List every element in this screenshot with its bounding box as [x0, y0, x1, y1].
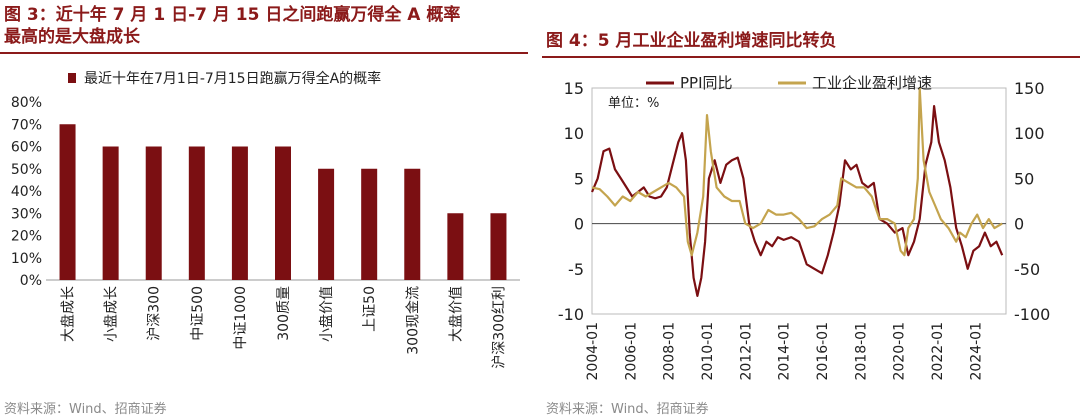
bar [231, 146, 248, 280]
x-tick-label: 2016-01 [815, 322, 831, 381]
y-left-tick-label: 15 [564, 79, 584, 98]
x-tick-label: 2022-01 [930, 322, 946, 381]
y-right-tick-label: 150 [1014, 79, 1045, 98]
plot-frame [591, 87, 1007, 315]
legend-swatch [68, 73, 76, 83]
x-tick-label: 沪深300 [147, 286, 163, 341]
x-tick-label: 大盘成长 [60, 286, 77, 342]
y-tick-label: 20% [11, 229, 42, 245]
right-title: 图 4：5 月工业企业盈利增速同比转负 [546, 31, 837, 51]
bar-chart: 最近十年在7月1日-7月15日跑赢万得全A的概率 0% 10% 20% 30% 40% 50… [11, 70, 520, 369]
bar [404, 168, 421, 280]
y-right-tick-label: -50 [1014, 260, 1040, 279]
x-tick-label: 2004-01 [585, 322, 601, 381]
legend-label: 工业企业盈利增速 [812, 74, 932, 92]
bar [361, 168, 378, 280]
ppi-line [590, 104, 1004, 297]
y-left-tick-label: 10 [564, 124, 584, 143]
bar [490, 213, 507, 280]
x-tick-label: 2012-01 [738, 322, 754, 381]
y-right-tick-label: 100 [1014, 124, 1045, 143]
x-tick-label: 中证500 [190, 286, 206, 341]
left-source: 资料来源：Wind、招商证券 [4, 402, 167, 417]
y-tick-label: 0% [20, 273, 42, 289]
y-right-tick-label: 0 [1014, 215, 1024, 234]
x-tick-label: 小盘价值 [318, 286, 335, 342]
y-tick-label: 60% [11, 140, 42, 156]
y-right-tick-label: -100 [1014, 305, 1050, 324]
y-tick-label: 50% [11, 162, 42, 178]
x-tick-label: 沪深300红利 [491, 286, 507, 369]
x-tick-label: 2024-01 [968, 322, 984, 381]
right-title-rule [542, 56, 1080, 58]
legend-label: 最近十年在7月1日-7月15日跑赢万得全A的概率 [84, 70, 381, 87]
y-tick-label: 40% [11, 184, 42, 200]
y-tick-label: 30% [11, 206, 42, 222]
unit-label: 单位：% [608, 96, 659, 111]
x-tick-label: 300质量 [276, 286, 292, 341]
left-title-line1: 图 3：近十年 7 月 1 日-7 月 15 日之间跑赢万得全 A 概率 [4, 5, 461, 25]
bar [275, 146, 291, 280]
bar [188, 146, 205, 280]
bar [145, 146, 162, 280]
x-tick-label: 上证50 [362, 286, 378, 332]
y-left-tick-label: -10 [558, 305, 584, 324]
left-title-rule [0, 52, 528, 54]
y-left-tick-label: 5 [574, 169, 584, 188]
left-panel: 图 3：近十年 7 月 1 日-7 月 15 日之间跑赢万得全 A 概率 最高的… [0, 0, 528, 420]
right-panel: 图 4：5 月工业企业盈利增速同比转负 -10 -5 0 5 10 15 -100 -50 0 5… [542, 0, 1080, 420]
profit-growth-line [591, 86, 1003, 257]
left-title: 图 3：近十年 7 月 1 日-7 月 15 日之间跑赢万得全 A 概率 最高的… [4, 4, 460, 48]
x-tick-label: 小盘成长 [103, 286, 120, 342]
x-tick-label: 2014-01 [777, 322, 793, 381]
y-tick-label: 70% [11, 117, 42, 133]
x-tick-label: 2006-01 [623, 322, 639, 381]
bar [447, 213, 464, 280]
y-tick-label: 80% [11, 95, 42, 111]
x-tick-label: 大盘价值 [447, 286, 464, 342]
x-tick-label: 300现金流 [405, 286, 421, 355]
right-source: 资料来源：Wind、招商证券 [546, 402, 709, 417]
x-tick-label: 2008-01 [662, 322, 678, 381]
y-left-tick-label: 0 [574, 215, 584, 234]
bar [59, 124, 76, 280]
y-tick-label: 10% [11, 251, 42, 267]
x-tick-label: 2018-01 [853, 322, 869, 381]
bar [102, 146, 119, 280]
left-title-line2: 最高的是大盘成长 [4, 27, 140, 47]
bar [318, 168, 335, 280]
y-left-tick-label: -5 [568, 260, 584, 279]
legend-label: PPI同比 [680, 74, 733, 92]
x-tick-label: 中证1000 [233, 286, 249, 350]
x-tick-label: 2020-01 [892, 322, 908, 381]
x-tick-label: 2010-01 [700, 322, 716, 381]
y-right-tick-label: 50 [1014, 169, 1034, 188]
